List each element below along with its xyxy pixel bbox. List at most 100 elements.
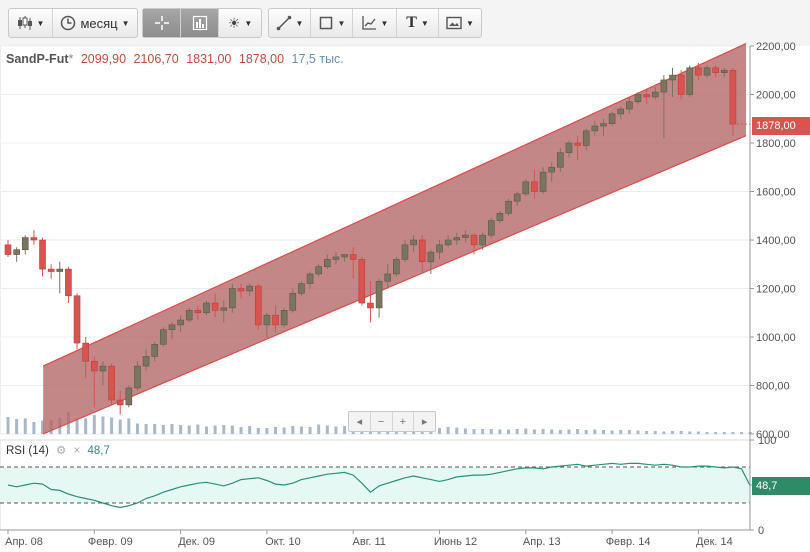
volume-bar — [446, 427, 450, 434]
candle-body — [686, 67, 694, 95]
candle-body — [513, 193, 521, 202]
bar-chart-button[interactable] — [181, 9, 219, 37]
image-icon — [446, 16, 462, 30]
volume-bar — [722, 432, 726, 434]
chart-navigator: ◂ − + ▸ — [348, 411, 436, 432]
candle-body — [324, 259, 331, 267]
candle-body — [306, 273, 314, 284]
chevron-down-icon: ▼ — [466, 18, 474, 28]
volume-bar — [619, 430, 623, 434]
close-icon[interactable]: × — [73, 445, 81, 457]
volume-value: 17,5 тыс. — [291, 52, 344, 66]
fibonacci-tool-button[interactable]: ▼ — [353, 9, 397, 37]
volume-bar — [196, 424, 200, 434]
candle-body — [548, 166, 555, 173]
volume-bar — [274, 427, 278, 434]
open-value: 2099,90 — [80, 52, 127, 66]
candle-body — [246, 285, 253, 292]
volume-bar — [317, 424, 321, 434]
candle-body — [479, 234, 486, 246]
close-value: 1878,00 — [238, 52, 285, 66]
candle-body — [591, 125, 599, 132]
x-tick-label: Дек. 09 — [178, 536, 215, 548]
candle-body — [280, 310, 288, 326]
candle-body — [142, 356, 150, 367]
candle-body — [229, 288, 236, 309]
volume-bar — [343, 426, 347, 434]
text-tool-button[interactable]: T ▼ — [397, 9, 439, 37]
candle-body — [160, 329, 167, 345]
candle-body — [254, 285, 262, 326]
candle-body — [453, 237, 461, 241]
image-tool-button[interactable]: ▼ — [439, 9, 481, 37]
rsi-legend: RSI (14) ⚙ × 48,7 — [6, 443, 110, 457]
chart-legend: SandP-Fut* 2099,90 2106,70 1831,00 1878,… — [6, 52, 344, 66]
candle-body — [557, 152, 564, 168]
volume-bar — [714, 432, 718, 434]
chart-type-button[interactable]: ▼ — [9, 9, 53, 37]
volume-bar — [92, 415, 96, 434]
volume-bar — [291, 426, 295, 434]
candle-body — [47, 268, 55, 272]
volume-bar — [118, 419, 122, 434]
crosshair-icon — [154, 16, 169, 30]
zoom-in-button[interactable]: + — [393, 412, 415, 431]
y-tick-label: 800,00 — [756, 381, 790, 393]
toolbar: ▼ месяц ▼ ☀ ▼ — [0, 0, 810, 46]
candle-body — [220, 307, 228, 311]
scroll-right-button[interactable]: ▸ — [421, 416, 428, 428]
candle-body — [626, 101, 633, 110]
period-label: месяц — [80, 15, 118, 31]
volume-bar — [567, 429, 571, 434]
mode-group: ☀ ▼ — [142, 8, 262, 38]
candle-body — [600, 123, 607, 127]
rsi-y-tick-label: 100 — [758, 435, 776, 447]
rsi-label: RSI (14) — [6, 445, 49, 457]
candle-body — [375, 280, 383, 309]
candlestick-icon — [17, 16, 32, 30]
volume-bar — [222, 425, 226, 434]
candle-body — [574, 142, 581, 146]
candle-body — [367, 302, 374, 309]
volume-bar — [550, 429, 554, 434]
x-tick-label: Февр. 14 — [606, 536, 651, 548]
channel-upper-line — [42, 43, 747, 367]
fibonacci-icon — [361, 16, 376, 30]
chevron-down-icon: ▼ — [420, 18, 429, 28]
period-select[interactable]: месяц ▼ — [53, 9, 137, 37]
volume-bar — [101, 416, 105, 434]
candle-body — [703, 67, 711, 76]
candle-body — [73, 295, 81, 344]
rsi-band — [0, 467, 750, 503]
shape-tool-button[interactable]: ▼ — [311, 9, 353, 37]
chevron-down-icon: ▼ — [244, 18, 253, 28]
volume-bar — [740, 432, 744, 434]
volume-bar — [515, 429, 519, 434]
candle-body — [134, 365, 141, 389]
gear-icon[interactable]: ⚙ — [56, 445, 67, 457]
candle-body — [341, 254, 348, 258]
volume-bar — [334, 426, 338, 434]
low-value: 1831,00 — [186, 52, 232, 66]
candle-body — [436, 244, 443, 253]
scroll-left-button[interactable]: ◂ — [349, 412, 371, 431]
volume-bar — [696, 431, 700, 434]
candle-body — [401, 244, 409, 260]
indicators-button[interactable]: ☀ ▼ — [219, 9, 261, 37]
chevron-down-icon: ▼ — [121, 18, 130, 28]
zoom-out-button[interactable]: − — [371, 412, 393, 431]
candle-body — [263, 314, 271, 326]
candle-body — [462, 234, 469, 238]
volume-bar — [170, 424, 174, 434]
crosshair-button[interactable] — [143, 9, 181, 37]
regression-channel — [42, 43, 747, 435]
candle-body — [539, 171, 547, 192]
candle-body — [125, 387, 133, 406]
high-value: 2106,70 — [133, 52, 179, 66]
volume-bar — [731, 432, 735, 434]
volume-bar — [213, 425, 217, 434]
candle-body — [444, 239, 452, 246]
volume-bar — [299, 426, 303, 434]
line-tool-button[interactable]: ▼ — [269, 9, 311, 37]
